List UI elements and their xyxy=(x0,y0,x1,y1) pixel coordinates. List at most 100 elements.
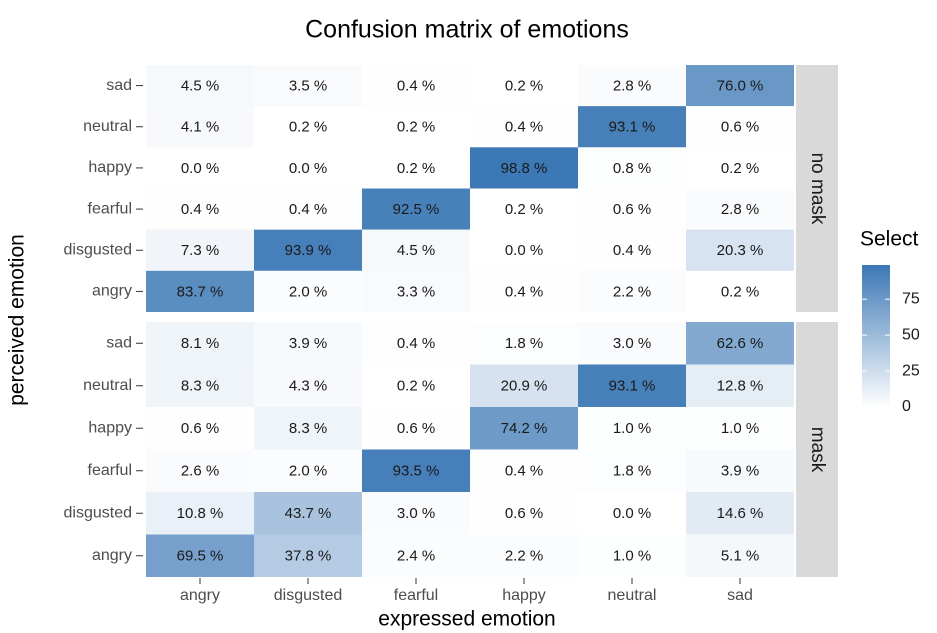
x-tick-label: sad xyxy=(727,587,753,604)
heat-cell xyxy=(146,106,254,148)
heat-cell xyxy=(470,492,578,535)
cell-label: 69.5 % xyxy=(177,548,224,565)
colorbar-tick-label: 75 xyxy=(902,290,920,307)
colorbar-tick-label: 0 xyxy=(902,398,911,415)
y-tick-label: disgusted xyxy=(64,504,133,521)
heat-cell xyxy=(254,492,362,535)
cell-label: 3.9 % xyxy=(721,463,759,480)
heat-cell xyxy=(362,188,470,230)
heat-cell xyxy=(578,65,686,107)
cell-label: 4.5 % xyxy=(397,242,435,259)
heat-cell xyxy=(578,407,686,450)
heat-cell xyxy=(578,188,686,230)
cell-label: 93.5 % xyxy=(393,463,440,480)
heat-cell xyxy=(578,492,686,535)
cell-label: 76.0 % xyxy=(717,78,764,95)
heat-cell xyxy=(146,188,254,230)
heat-cell xyxy=(362,449,470,492)
y-tick-label: angry xyxy=(92,547,132,564)
cell-label: 20.3 % xyxy=(717,242,764,259)
cell-label: 0.6 % xyxy=(613,201,651,218)
cell-label: 0.2 % xyxy=(505,201,543,218)
cell-label: 5.1 % xyxy=(721,548,759,565)
heat-cell xyxy=(470,147,578,189)
cell-label: 0.6 % xyxy=(721,119,759,136)
cell-label: 0.4 % xyxy=(505,283,543,300)
heat-cell xyxy=(470,322,578,365)
x-tick-label: neutral xyxy=(608,587,657,604)
heat-cell xyxy=(362,65,470,107)
cell-label: 0.0 % xyxy=(289,160,327,177)
cell-label: 1.0 % xyxy=(613,548,651,565)
heat-cell xyxy=(470,106,578,148)
facet-label: mask xyxy=(807,427,828,473)
heat-cell xyxy=(254,407,362,450)
heat-cell xyxy=(578,106,686,148)
y-tick-label: fearful xyxy=(88,200,132,217)
heat-cell xyxy=(470,270,578,312)
heat-cell xyxy=(470,229,578,271)
heat-cell xyxy=(686,322,794,365)
cell-label: 2.8 % xyxy=(613,78,651,95)
x-tick-label: angry xyxy=(180,587,220,604)
heat-cell xyxy=(254,449,362,492)
heat-cell xyxy=(254,106,362,148)
heat-cell xyxy=(254,534,362,577)
cell-label: 4.1 % xyxy=(181,119,219,136)
heat-cell xyxy=(254,322,362,365)
heat-cell xyxy=(362,534,470,577)
y-axis-title: perceived emotion xyxy=(6,234,29,406)
colorbar-tick-label: 25 xyxy=(902,362,920,379)
heat-cell xyxy=(146,65,254,107)
heat-cell xyxy=(146,270,254,312)
heat-cell xyxy=(254,147,362,189)
heat-cell xyxy=(578,270,686,312)
y-tick-label: sad xyxy=(106,77,132,94)
cell-label: 8.3 % xyxy=(289,420,327,437)
heat-cell xyxy=(470,534,578,577)
cell-label: 1.8 % xyxy=(505,335,543,352)
cell-label: 2.2 % xyxy=(613,283,651,300)
heat-cell xyxy=(146,534,254,577)
heat-cell xyxy=(254,229,362,271)
cell-label: 43.7 % xyxy=(285,505,332,522)
heat-cell xyxy=(686,188,794,230)
heat-cell xyxy=(254,65,362,107)
y-tick-label: happy xyxy=(88,419,132,436)
heat-cell xyxy=(686,270,794,312)
heat-cell xyxy=(362,407,470,450)
y-tick-label: fearful xyxy=(88,462,132,479)
heat-cell xyxy=(146,322,254,365)
y-tick-label: disgusted xyxy=(64,241,133,258)
heat-cell xyxy=(362,229,470,271)
cell-label: 4.3 % xyxy=(289,378,327,395)
heat-cell xyxy=(362,106,470,148)
facet-label: no mask xyxy=(807,153,828,225)
cell-label: 0.2 % xyxy=(289,119,327,136)
cell-label: 0.4 % xyxy=(289,201,327,218)
cell-label: 0.6 % xyxy=(397,420,435,437)
heat-cell xyxy=(254,270,362,312)
cell-label: 3.5 % xyxy=(289,78,327,95)
y-tick-label: neutral xyxy=(83,377,132,394)
cell-label: 7.3 % xyxy=(181,242,219,259)
heat-cell xyxy=(578,229,686,271)
cell-label: 0.4 % xyxy=(505,463,543,480)
cell-label: 0.4 % xyxy=(397,335,435,352)
cell-label: 37.8 % xyxy=(285,548,332,565)
heat-cell xyxy=(686,147,794,189)
cell-label: 0.0 % xyxy=(505,242,543,259)
cell-label: 3.0 % xyxy=(397,505,435,522)
cell-label: 0.4 % xyxy=(181,201,219,218)
cell-label: 0.6 % xyxy=(181,420,219,437)
cell-label: 0.2 % xyxy=(721,160,759,177)
cell-label: 0.0 % xyxy=(181,160,219,177)
cell-label: 93.9 % xyxy=(285,242,332,259)
heat-cell xyxy=(362,492,470,535)
heat-cell xyxy=(686,106,794,148)
cell-label: 8.1 % xyxy=(181,335,219,352)
heat-cell xyxy=(146,449,254,492)
cell-label: 74.2 % xyxy=(501,420,548,437)
heat-cell xyxy=(470,65,578,107)
